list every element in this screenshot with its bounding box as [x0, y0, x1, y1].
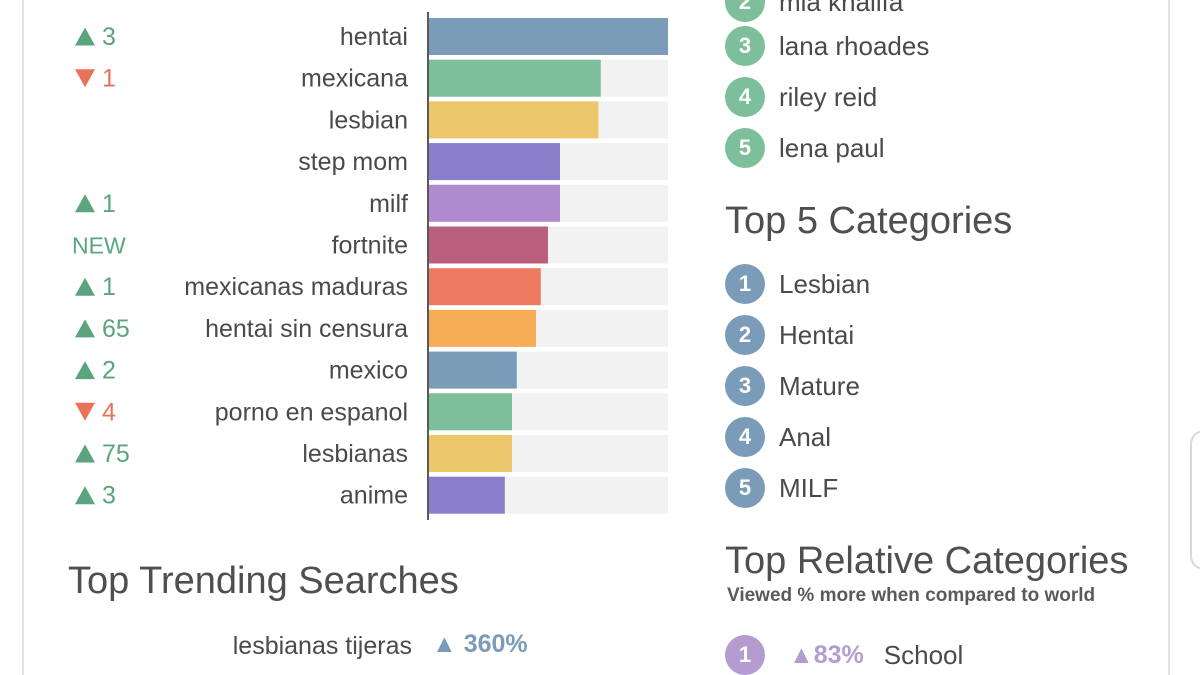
rank-badge: 2	[725, 315, 765, 355]
category-label: hentai	[340, 23, 408, 51]
category-label: step mom	[298, 148, 408, 176]
pornstar-item[interactable]: 2 mia khalifa	[725, 0, 903, 22]
top-categories-title: Top 5 Categories	[725, 200, 1013, 242]
rank-badge: 4	[725, 77, 765, 117]
arrow-up-icon	[75, 194, 95, 213]
arrow-up-icon	[75, 361, 95, 380]
rank-change-value: 2	[102, 357, 116, 385]
category-item[interactable]: 2 Hentai	[725, 315, 854, 355]
bar	[428, 143, 560, 181]
category-label: mexicanas maduras	[184, 273, 408, 301]
category-label: porno en espanol	[215, 398, 408, 426]
category-label: lesbianas	[302, 440, 408, 468]
category-name: MILF	[779, 472, 839, 503]
arrow-up-icon	[75, 319, 95, 338]
bar	[428, 226, 548, 264]
bar	[428, 309, 536, 347]
bar	[428, 393, 512, 431]
scrollbar-handle[interactable]	[1190, 430, 1200, 570]
bar	[428, 101, 599, 139]
rank-change-value: 65	[102, 315, 130, 343]
category-item[interactable]: 1 Lesbian	[725, 264, 870, 304]
category-label: fortnite	[332, 232, 408, 260]
pornstar-name: lana rhoades	[779, 30, 930, 61]
arrow-up-icon	[75, 27, 95, 46]
relative-category-item[interactable]: 1 ▲83% School	[725, 635, 963, 675]
rank-badge: 1	[725, 635, 765, 675]
rank-change-value: 1	[102, 65, 116, 93]
rank-badge: 3	[725, 366, 765, 406]
category-name: Mature	[779, 370, 860, 401]
page-border-right	[1168, 0, 1170, 675]
rank-badge: 3	[725, 26, 765, 66]
rank-badge: 5	[725, 468, 765, 508]
trending-term: lesbianas tijeras	[232, 632, 412, 660]
rank-change-value: 1	[102, 190, 116, 218]
pornstar-name: lena paul	[779, 132, 885, 163]
category-label: lesbian	[329, 106, 408, 134]
relative-change: ▲83%	[789, 640, 864, 669]
new-badge: NEW	[72, 233, 126, 259]
rank-change-value: 3	[102, 482, 116, 510]
arrow-down-icon	[75, 402, 95, 421]
category-label: milf	[369, 190, 408, 218]
rank-change-value: 1	[102, 273, 116, 301]
rank-badge: 1	[725, 264, 765, 304]
bar	[428, 184, 560, 222]
category-label: anime	[340, 482, 408, 510]
trending-change: ▲ 360%	[432, 630, 528, 658]
top-searches-bar-chart: hentai 3 mexicana 1 lesbian step mom milf 1 fort…	[72, 12, 668, 520]
category-name: Hentai	[779, 319, 855, 350]
relative-categories-title: Top Relative Categories	[725, 540, 1129, 582]
category-label: mexico	[329, 357, 408, 385]
pornstar-item[interactable]: 5 lena paul	[725, 128, 885, 168]
bar	[428, 59, 601, 97]
bar	[428, 351, 517, 389]
arrow-up-icon	[75, 444, 95, 463]
category-label: hentai sin censura	[205, 315, 408, 343]
rank-badge: 4	[725, 417, 765, 457]
category-item[interactable]: 5 MILF	[725, 468, 838, 508]
trending-item[interactable]: lesbianas tijeras ▲ 360%	[0, 626, 1200, 666]
rank-change-value: 75	[102, 440, 130, 468]
relative-category-name: School	[883, 639, 964, 670]
category-item[interactable]: 4 Anal	[725, 417, 831, 457]
pornstar-item[interactable]: 3 lana rhoades	[725, 26, 929, 66]
pornstar-name: mia khalifa	[779, 0, 904, 17]
rank-badge: 2	[725, 0, 765, 22]
arrow-down-icon	[75, 69, 95, 88]
pornstar-item[interactable]: 4 riley reid	[725, 77, 877, 117]
arrow-up-icon	[75, 277, 95, 296]
page-border-left	[22, 0, 24, 675]
rank-change-value: 3	[102, 23, 116, 51]
bar	[428, 18, 668, 55]
trending-searches-title: Top Trending Searches	[68, 560, 459, 602]
bar	[428, 268, 541, 306]
bar	[428, 476, 505, 514]
category-item[interactable]: 3 Mature	[725, 366, 860, 406]
rank-badge: 5	[725, 128, 765, 168]
arrow-up-icon	[75, 486, 95, 505]
bar	[428, 435, 512, 472]
pornstar-name: riley reid	[779, 81, 878, 112]
category-name: Anal	[779, 421, 832, 452]
rank-change-value: 4	[102, 398, 116, 426]
category-name: Lesbian	[779, 268, 871, 299]
relative-categories-subtitle: Viewed % more when compared to world	[727, 585, 1096, 606]
category-label: mexicana	[301, 65, 408, 93]
